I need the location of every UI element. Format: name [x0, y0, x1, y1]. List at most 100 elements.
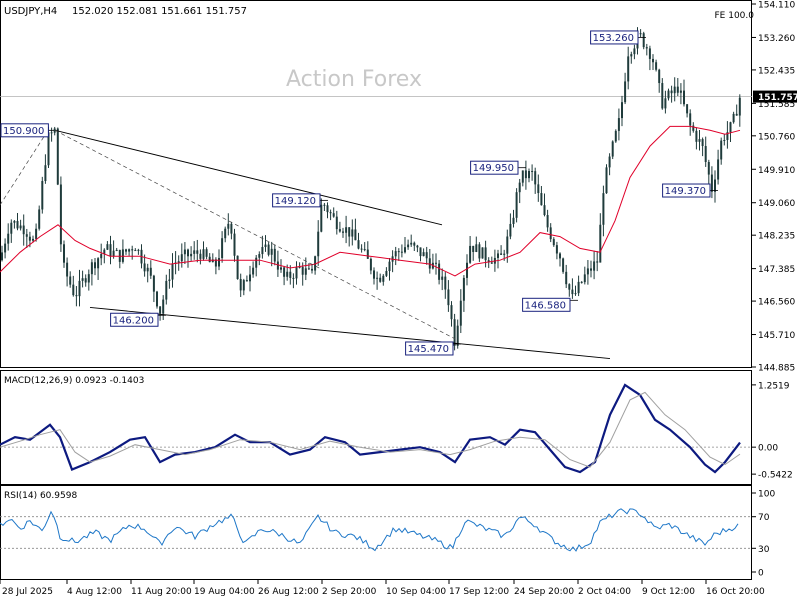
- candle-body: [453, 319, 456, 346]
- level-box: [522, 297, 571, 312]
- level-box: [662, 183, 711, 198]
- candle-body: [497, 253, 499, 258]
- candle-body: [202, 249, 205, 259]
- candle: [239, 273, 242, 297]
- candle: [128, 248, 131, 256]
- candle: [202, 241, 205, 261]
- candle-body: [103, 249, 106, 254]
- candle-body: [568, 284, 571, 290]
- candle: [273, 244, 276, 266]
- candle: [314, 255, 317, 275]
- candle-body: [695, 130, 698, 142]
- candle-body: [500, 253, 503, 255]
- candle: [41, 176, 44, 214]
- candle: [704, 136, 707, 167]
- candle-body: [676, 86, 679, 93]
- time-tick-label: 10 Sep 04:00: [386, 587, 446, 597]
- price-tick-label: 148.235: [758, 232, 795, 242]
- candle: [397, 248, 400, 261]
- candle: [78, 269, 81, 307]
- candle-body: [704, 146, 707, 162]
- level-label: 149.120: [272, 193, 328, 208]
- candle-body: [156, 291, 158, 307]
- candle-body: [152, 275, 155, 292]
- candle-body: [112, 250, 115, 257]
- candle-body: [78, 280, 81, 297]
- candle-body: [679, 90, 682, 93]
- candle-body: [521, 170, 524, 183]
- candle-body: [180, 254, 183, 262]
- candle: [66, 257, 69, 287]
- candle: [611, 140, 614, 160]
- candle-body: [159, 306, 162, 314]
- time-tick-label: 4 Aug 12:00: [67, 587, 122, 597]
- candle-body: [404, 247, 406, 253]
- candle-body: [10, 222, 13, 234]
- current-price-tag: [753, 90, 797, 103]
- candle: [391, 250, 394, 273]
- candle-body: [242, 280, 245, 291]
- candle: [236, 255, 239, 280]
- candle: [180, 243, 183, 268]
- candle-body: [503, 253, 506, 255]
- candle: [112, 240, 115, 259]
- macd-tick-label: -0.5422: [758, 471, 793, 481]
- candle: [193, 241, 196, 260]
- candle: [115, 247, 118, 252]
- candle-body: [7, 233, 10, 244]
- level-value: 149.120: [275, 196, 316, 207]
- candle-body: [196, 250, 199, 254]
- candle-body: [38, 209, 41, 229]
- candle: [630, 51, 633, 64]
- candle-body: [484, 247, 487, 261]
- candle-body: [187, 249, 189, 257]
- candle-body: [323, 204, 326, 206]
- candle-body: [249, 274, 251, 282]
- candle-body: [562, 258, 565, 272]
- candle-body: [307, 268, 310, 270]
- candle-body: [515, 192, 518, 218]
- candle-body: [50, 132, 53, 134]
- level-box: [110, 312, 159, 327]
- candle-body: [400, 251, 403, 253]
- level-value: 153.260: [593, 33, 634, 44]
- candle-body: [276, 261, 279, 270]
- level-value: 149.950: [473, 163, 514, 174]
- candle-body: [614, 130, 617, 142]
- candle-body: [683, 90, 685, 105]
- candle: [686, 103, 689, 118]
- candle-body: [524, 170, 527, 179]
- candle-body: [354, 229, 357, 241]
- watermark: Action Forex: [286, 67, 422, 92]
- candle: [72, 275, 75, 297]
- price-tick-label: 144.885: [758, 364, 795, 374]
- candle: [388, 257, 391, 281]
- price-layer: 150.900 149.120 146.200 145.470 149.950 146.5…: [0, 27, 752, 359]
- candle-body: [549, 227, 552, 240]
- candle: [199, 249, 202, 265]
- candle: [478, 242, 481, 262]
- candle-body: [360, 248, 363, 250]
- macd-tick-label: 0.00: [758, 444, 778, 454]
- candle-body: [311, 268, 313, 271]
- candle-body: [106, 244, 109, 250]
- candle: [590, 260, 592, 278]
- candle-body: [165, 280, 168, 300]
- price-tick-label: 145.710: [758, 331, 795, 341]
- candle-body: [255, 257, 258, 268]
- candle-body: [267, 244, 270, 255]
- time-tick-label: 19 Aug 04:00: [194, 587, 255, 597]
- level-box: [405, 341, 454, 356]
- rsi-line: [0, 508, 739, 552]
- candle-body: [35, 228, 38, 239]
- candle: [75, 286, 78, 307]
- time-tick-label: 9 Oct 12:00: [642, 587, 695, 597]
- candle-body: [205, 249, 208, 257]
- candle-body: [295, 267, 298, 279]
- candle-body: [422, 252, 425, 257]
- candle-body: [611, 141, 614, 157]
- candle: [608, 153, 611, 176]
- candle-body: [131, 249, 134, 251]
- candle: [97, 257, 100, 280]
